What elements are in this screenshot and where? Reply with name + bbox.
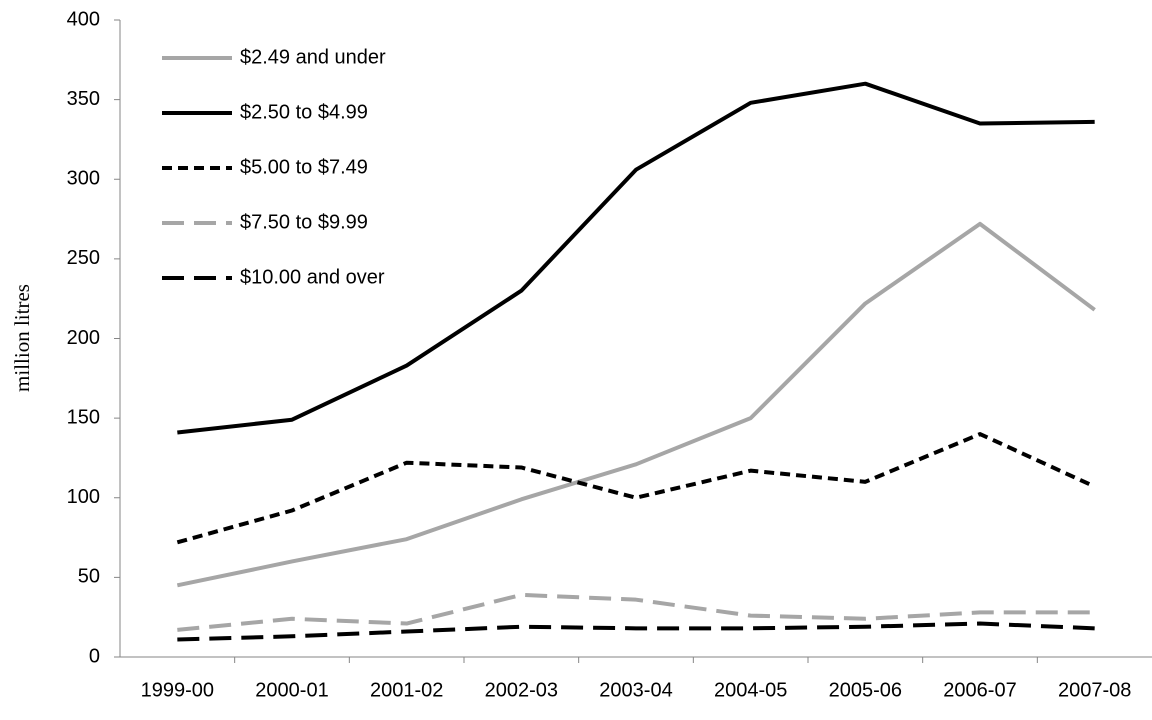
y-axis-label: million litres xyxy=(10,284,34,392)
x-tick-label: 2003-04 xyxy=(599,679,672,701)
series-line xyxy=(176,221,1096,588)
y-tick-label: 150 xyxy=(67,406,100,428)
series-line xyxy=(177,621,1095,642)
y-tick-label: 300 xyxy=(67,168,100,190)
y-tick-label: 50 xyxy=(78,566,100,588)
x-tick-label: 2005-06 xyxy=(829,679,902,701)
x-tick-label: 2000-01 xyxy=(255,679,328,701)
y-tick-label: 0 xyxy=(89,645,100,667)
series-line xyxy=(177,592,1095,632)
x-tick-label: 1999-00 xyxy=(141,679,214,701)
series-line xyxy=(177,81,1095,435)
legend-label: $7.50 to $9.99 xyxy=(240,211,368,233)
x-tick-label: 2001-02 xyxy=(370,679,443,701)
x-tick-label: 2002-03 xyxy=(485,679,558,701)
x-tick-label: 2006-07 xyxy=(943,679,1016,701)
legend-label: $10.00 and over xyxy=(240,266,385,288)
legend-label: $5.00 to $7.49 xyxy=(240,156,368,178)
y-tick-label: 200 xyxy=(67,327,100,349)
y-tick-label: 400 xyxy=(67,8,100,30)
y-tick-label: 250 xyxy=(67,247,100,269)
x-tick-label: 2007-08 xyxy=(1058,679,1131,701)
series-line xyxy=(176,432,1096,545)
legend-label: $2.49 and under xyxy=(240,46,386,68)
y-tick-label: 350 xyxy=(67,88,100,110)
x-tick-label: 2004-05 xyxy=(714,679,787,701)
y-tick-label: 100 xyxy=(67,486,100,508)
legend-label: $2.50 to $4.99 xyxy=(240,101,368,123)
